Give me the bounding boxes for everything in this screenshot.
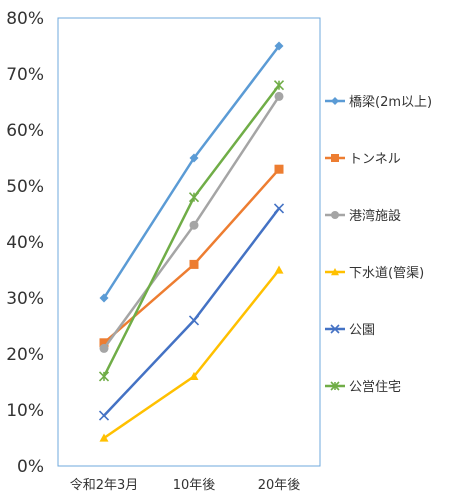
diamond-marker [274, 41, 284, 51]
triangle-marker [274, 265, 284, 274]
series-3 [99, 265, 284, 442]
legend-label: 下水道(管渠) [349, 266, 424, 281]
square-marker [331, 154, 339, 162]
square-marker [189, 259, 199, 269]
legend-label: 公営住宅 [349, 380, 401, 395]
y-tick-label: 60% [6, 121, 44, 141]
diamond-marker [189, 153, 199, 163]
star-marker [98, 371, 110, 382]
y-axis-ticks: 0% 10% 20% 30% 40% 50% 60% 70% 80% [6, 9, 44, 477]
series-5 [98, 80, 285, 382]
triangle-marker [331, 268, 339, 276]
y-tick-label: 0% [17, 457, 44, 477]
triangle-marker [189, 371, 199, 380]
legend-label: トンネル [349, 152, 401, 167]
square-marker [274, 164, 284, 174]
legend-item: 公園 [325, 323, 375, 338]
star-marker [273, 80, 285, 91]
circle-marker [99, 343, 109, 353]
x-marker [188, 315, 200, 326]
legend-label: 橋梁(2m以上) [349, 95, 432, 110]
y-tick-label: 40% [6, 233, 44, 253]
x-tick-label: 10年後 [173, 478, 216, 492]
y-tick-label: 20% [6, 345, 44, 365]
x-marker [330, 324, 340, 334]
legend-item: トンネル [325, 152, 401, 167]
x-marker [273, 203, 285, 214]
series-2 [99, 91, 284, 353]
y-tick-label: 80% [6, 9, 44, 29]
triangle-marker [99, 433, 109, 442]
circle-marker [274, 91, 284, 101]
y-tick-label: 50% [6, 177, 44, 197]
series-4 [98, 203, 285, 421]
circle-marker [189, 220, 199, 230]
circle-marker [331, 211, 339, 219]
square-marker [99, 338, 109, 348]
legend-item: 公営住宅 [325, 380, 401, 395]
x-axis-ticks: 令和2年3月 10年後 20年後 [70, 478, 301, 492]
legend-label: 公園 [349, 323, 375, 338]
plot-area [57, 17, 321, 467]
x-marker [98, 410, 110, 421]
x-tick-label: 20年後 [258, 478, 301, 492]
series-0 [99, 41, 284, 303]
series-group [98, 41, 285, 442]
legend-item: 下水道(管渠) [325, 266, 424, 281]
star-marker [188, 192, 200, 203]
diamond-marker [99, 293, 109, 303]
y-tick-label: 10% [6, 401, 44, 421]
star-marker [330, 381, 340, 391]
legend-label: 港湾施設 [349, 208, 401, 224]
y-tick-label: 30% [6, 289, 44, 309]
legend-item: 橋梁(2m以上) [325, 95, 432, 110]
diamond-marker [331, 97, 339, 105]
y-tick-label: 70% [6, 65, 44, 85]
legend-item: 港湾施設 [325, 208, 401, 224]
x-tick-label: 令和2年3月 [70, 478, 139, 492]
